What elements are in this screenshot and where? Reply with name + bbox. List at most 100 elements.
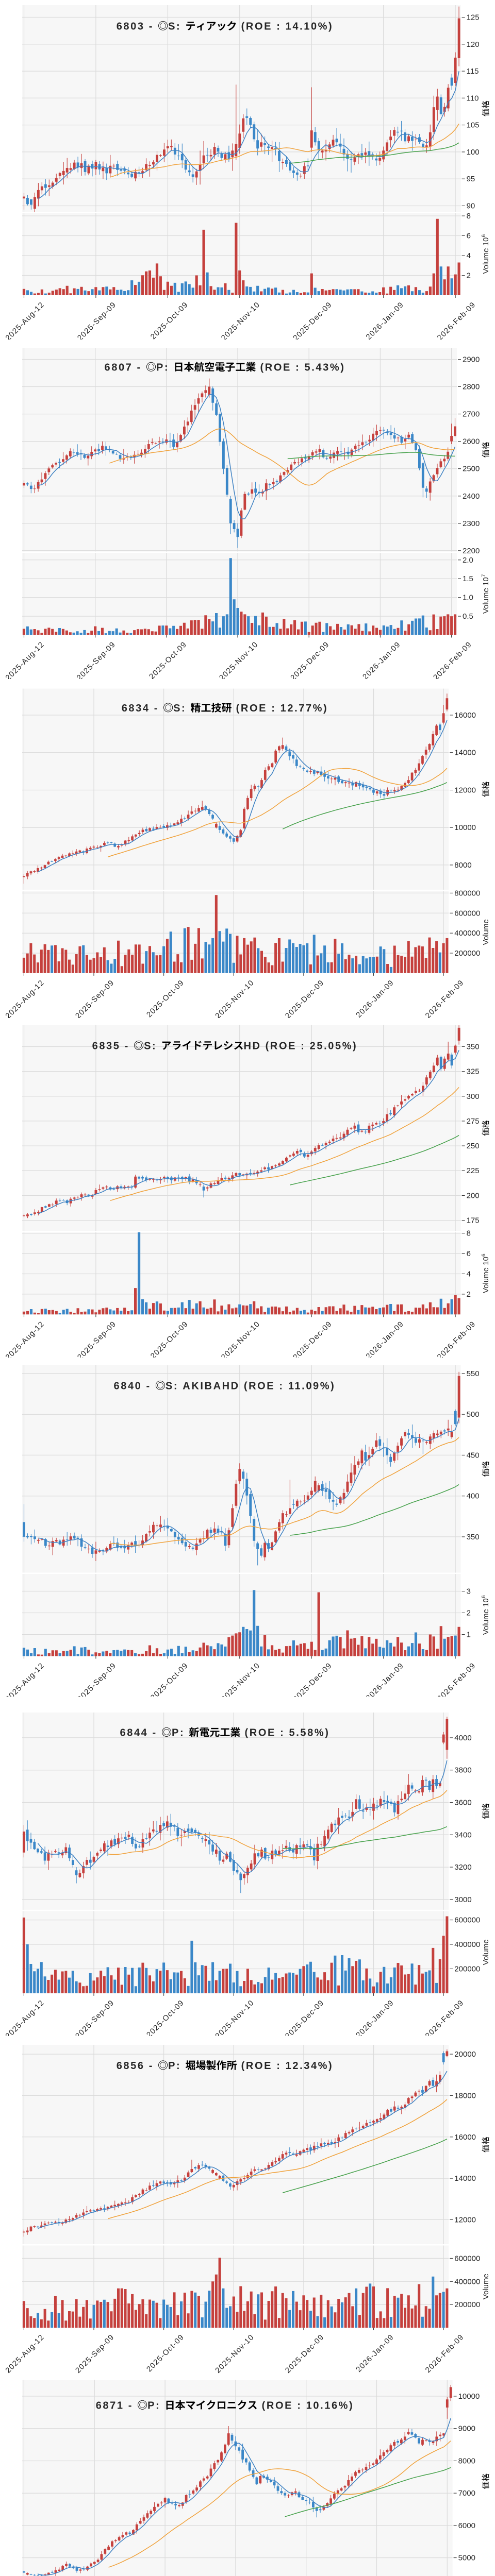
svg-text:200000: 200000	[454, 1964, 480, 1973]
svg-text:500: 500	[467, 1410, 480, 1419]
svg-text:2025-Dec-09: 2025-Dec-09	[289, 640, 331, 679]
svg-text:2025-Aug-12: 2025-Aug-12	[4, 1661, 46, 1697]
svg-text:2025-Sep-09: 2025-Sep-09	[74, 978, 116, 1018]
svg-text:14000: 14000	[454, 749, 476, 757]
svg-text:200000: 200000	[454, 949, 480, 958]
svg-text:2025-Nov-10: 2025-Nov-10	[218, 640, 260, 679]
svg-text:6: 6	[467, 1249, 471, 1258]
svg-text:2025-Nov-10: 2025-Nov-10	[220, 1319, 262, 1358]
svg-text:Volume: Volume	[482, 919, 490, 945]
svg-text:2026-Jan-09: 2026-Jan-09	[354, 1998, 395, 2036]
svg-text:200: 200	[467, 1191, 480, 1200]
svg-text:Volume 106: Volume 106	[481, 234, 490, 274]
svg-text:(ROE : 12.77%): (ROE : 12.77%)	[232, 703, 328, 714]
svg-text:2025-Nov-10: 2025-Nov-10	[213, 978, 256, 1018]
svg-text:250: 250	[467, 1142, 480, 1150]
svg-text:2025-Dec-09: 2025-Dec-09	[291, 1661, 334, 1697]
svg-text:2026-Feb-09: 2026-Feb-09	[424, 2333, 466, 2375]
svg-text:2300: 2300	[463, 519, 480, 528]
svg-text:400: 400	[467, 1492, 480, 1501]
svg-text:2600: 2600	[463, 437, 480, 446]
svg-text:120: 120	[467, 40, 480, 49]
svg-text:2026-Feb-09: 2026-Feb-09	[436, 1319, 477, 1358]
svg-text:600000: 600000	[454, 1916, 480, 1924]
svg-text:800000: 800000	[454, 889, 480, 897]
svg-text:1.5: 1.5	[463, 574, 473, 583]
svg-text:95: 95	[467, 175, 475, 183]
svg-text:20000: 20000	[454, 2050, 476, 2059]
svg-text:(ROE : 25.05%): (ROE : 25.05%)	[261, 1040, 358, 1052]
svg-text:325: 325	[467, 1067, 480, 1076]
svg-text:6856 -: 6856 -	[117, 2060, 158, 2072]
svg-text:275: 275	[467, 1116, 480, 1125]
svg-text:18000: 18000	[454, 2091, 476, 2100]
svg-text:2025-Dec-09: 2025-Dec-09	[284, 2333, 326, 2375]
svg-text:9000: 9000	[458, 2424, 475, 2433]
svg-text:2900: 2900	[463, 355, 480, 364]
svg-text:S:: S:	[166, 1381, 183, 1392]
svg-text:2025-Nov-10: 2025-Nov-10	[213, 1998, 256, 2036]
svg-text:175: 175	[467, 1216, 480, 1225]
svg-text:6803 -: 6803 -	[117, 21, 158, 32]
svg-text:(ROE : 5.58%): (ROE : 5.58%)	[240, 1727, 329, 1738]
svg-text:Volume: Volume	[482, 1939, 490, 1965]
svg-text:8000: 8000	[454, 861, 471, 870]
svg-text:6871 -: 6871 -	[96, 2400, 137, 2411]
svg-text:(ROE : 10.16%): (ROE : 10.16%)	[258, 2400, 354, 2411]
svg-text:S:: S:	[144, 1040, 161, 1052]
svg-text:2025-Dec-09: 2025-Dec-09	[291, 1319, 334, 1358]
svg-text:5000: 5000	[458, 2553, 475, 2562]
svg-text:1.0: 1.0	[463, 593, 473, 602]
svg-text:2025-Aug-12: 2025-Aug-12	[4, 2333, 46, 2375]
svg-text:2025-Sep-09: 2025-Sep-09	[74, 2333, 116, 2375]
svg-text:105: 105	[467, 121, 480, 130]
svg-text:2025-Aug-12: 2025-Aug-12	[4, 1319, 46, 1358]
svg-text:2200: 2200	[463, 546, 480, 555]
svg-text:300: 300	[467, 1092, 480, 1100]
svg-text:6807 -: 6807 -	[105, 362, 146, 373]
svg-text:2025-Sep-09: 2025-Sep-09	[74, 1998, 116, 2036]
svg-text:P:: P:	[147, 2400, 164, 2411]
svg-text:2025-Sep-09: 2025-Sep-09	[76, 300, 118, 340]
svg-text:S:: S:	[173, 703, 190, 714]
svg-text:(ROE : 12.34%): (ROE : 12.34%)	[237, 2060, 334, 2072]
svg-text:2025-Sep-09: 2025-Sep-09	[76, 1319, 118, 1358]
svg-text:8: 8	[467, 1229, 471, 1238]
svg-text:P:: P:	[172, 1727, 189, 1738]
svg-text:200000: 200000	[454, 2300, 480, 2309]
svg-text:350: 350	[467, 1533, 480, 1541]
svg-text:2026-Jan-09: 2026-Jan-09	[364, 1319, 405, 1358]
svg-text:6: 6	[467, 232, 471, 241]
svg-text:Volume 106: Volume 106	[481, 1253, 490, 1293]
svg-text:2025-Nov-10: 2025-Nov-10	[220, 300, 262, 340]
svg-text:2025-Oct-09: 2025-Oct-09	[147, 640, 189, 679]
svg-text:8000: 8000	[458, 2456, 475, 2465]
svg-text:2026-Jan-09: 2026-Jan-09	[361, 640, 402, 679]
svg-text:2026-Feb-09: 2026-Feb-09	[436, 300, 477, 340]
svg-text:P:: P:	[168, 2060, 185, 2072]
svg-text:2025-Oct-09: 2025-Oct-09	[149, 1319, 190, 1358]
svg-text:2700: 2700	[463, 410, 480, 418]
svg-text:2026-Jan-09: 2026-Jan-09	[364, 300, 405, 340]
svg-text:(ROE : 14.10%): (ROE : 14.10%)	[237, 21, 334, 32]
svg-text:2026-Feb-09: 2026-Feb-09	[424, 978, 466, 1018]
svg-text:2025-Dec-09: 2025-Dec-09	[284, 1998, 326, 2036]
svg-text:3000: 3000	[454, 1895, 471, 1904]
svg-text:2025-Oct-09: 2025-Oct-09	[149, 300, 190, 340]
svg-text:14000: 14000	[454, 2174, 476, 2183]
svg-text:AKIBAHD: AKIBAHD	[183, 1381, 239, 1392]
svg-text:2025-Oct-09: 2025-Oct-09	[145, 2333, 186, 2374]
svg-text:2026-Jan-09: 2026-Jan-09	[354, 2333, 395, 2374]
svg-text:2: 2	[467, 272, 471, 280]
svg-text:2026-Feb-09: 2026-Feb-09	[436, 1661, 477, 1697]
svg-text:2025-Nov-10: 2025-Nov-10	[213, 2333, 256, 2375]
svg-text:2025-Dec-09: 2025-Dec-09	[291, 300, 334, 340]
svg-text:4000: 4000	[454, 1733, 471, 1742]
svg-text:2026-Jan-09: 2026-Jan-09	[354, 978, 395, 1018]
svg-text:2025-Nov-10: 2025-Nov-10	[220, 1661, 262, 1697]
svg-text:6835 -: 6835 -	[92, 1040, 134, 1052]
svg-text:2025-Oct-09: 2025-Oct-09	[145, 1998, 186, 2036]
svg-text:550: 550	[467, 1369, 480, 1378]
svg-text:2026-Feb-09: 2026-Feb-09	[424, 1998, 466, 2036]
svg-text:100: 100	[467, 148, 480, 157]
